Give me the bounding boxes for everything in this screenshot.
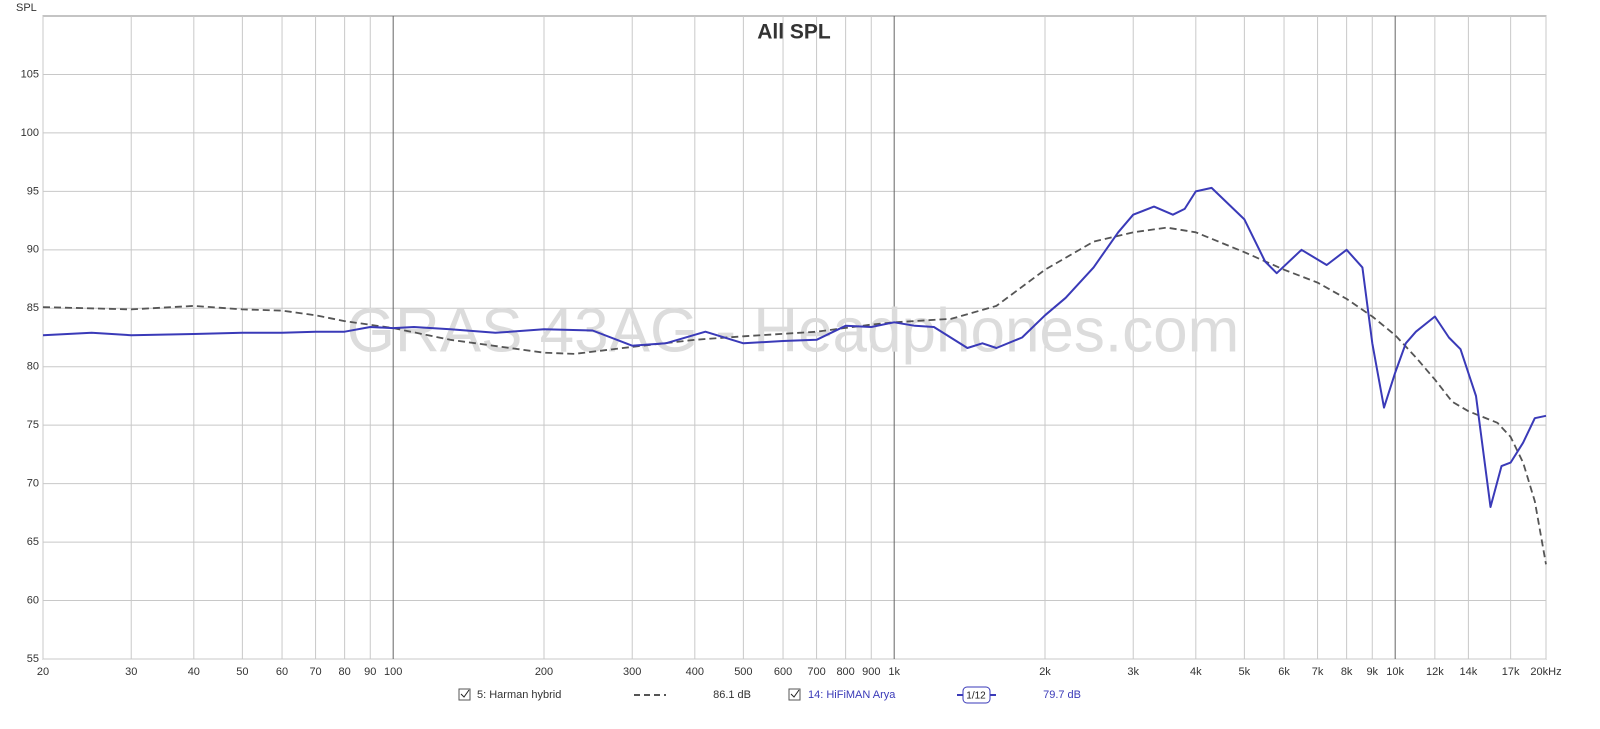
x-tick-label: 200 — [535, 666, 553, 678]
x-tick-label: 600 — [774, 666, 792, 678]
plot-frame — [42, 15, 1547, 660]
x-tick-label: 300 — [623, 666, 641, 678]
smoothing-box — [962, 686, 991, 704]
x-tick-label: 1k — [888, 666, 900, 678]
x-tick-label: 700 — [807, 666, 825, 678]
x-tick-label: 4k — [1190, 666, 1202, 678]
y-tick-label: 85 — [27, 302, 39, 314]
x-tick-label: 70 — [309, 666, 321, 678]
legend-label: 5: Harman hybrid — [477, 689, 561, 701]
y-tick-label: 65 — [27, 536, 39, 548]
x-tick-label: 5k — [1239, 666, 1251, 678]
x-tick-label: 90 — [364, 666, 376, 678]
y-tick-label: 105 — [21, 68, 39, 80]
x-tick-label: 100 — [384, 666, 402, 678]
y-tick-label: 90 — [27, 244, 39, 256]
y-axis-label: SPL — [16, 2, 37, 14]
x-tick-label: 60 — [276, 666, 288, 678]
watermark: GRAS 43AG - Headphones.com — [347, 296, 1240, 365]
x-tick-label: 40 — [188, 666, 200, 678]
y-tick-label: 70 — [27, 478, 39, 490]
smoothing-label: 1/12 — [966, 691, 986, 702]
legend: 5: Harman hybrid 86.1 dB 14: HiFiMAN Ary… — [458, 686, 1081, 704]
x-tick-label: 9k — [1366, 666, 1378, 678]
x-tick-label: 80 — [339, 666, 351, 678]
x-tick-label: 2k — [1039, 666, 1051, 678]
y-tick-label: 95 — [27, 185, 39, 197]
y-tick-label: 75 — [27, 419, 39, 431]
data-line — [42, 186, 1547, 508]
x-tick-label: 3k — [1127, 666, 1139, 678]
legend-level: 79.7 dB — [1043, 689, 1081, 701]
checkbox[interactable] — [458, 688, 471, 701]
y-tick-label: 100 — [21, 127, 39, 139]
x-tick-label: 20kHz — [1530, 666, 1561, 678]
x-tick-label: 10k — [1386, 666, 1404, 678]
x-tick-label: 50 — [236, 666, 248, 678]
check — [460, 689, 470, 698]
x-tick-label: 12k — [1426, 666, 1444, 678]
y-tick-label: 80 — [27, 361, 39, 373]
x-tick-label: 20 — [37, 666, 49, 678]
checkbox[interactable] — [788, 688, 801, 701]
x-tick-label: 30 — [125, 666, 137, 678]
x-tick-label: 17k — [1502, 666, 1520, 678]
legend-level: 86.1 dB — [713, 689, 751, 701]
x-tick-label: 6k — [1278, 666, 1290, 678]
x-tick-label: 500 — [734, 666, 752, 678]
check — [790, 689, 800, 698]
y-tick-label: 55 — [27, 653, 39, 665]
legend-label: 14: HiFiMAN Arya — [808, 689, 896, 701]
x-tick-label: 7k — [1312, 666, 1324, 678]
x-tick-label: 900 — [862, 666, 880, 678]
x-tick-label: 8k — [1341, 666, 1353, 678]
data-line — [42, 226, 1547, 565]
x-tick-label: 400 — [686, 666, 704, 678]
x-tick-label: 800 — [836, 666, 854, 678]
y-tick-label: 60 — [27, 594, 39, 606]
x-tick-label: 14k — [1460, 666, 1478, 678]
chart-title: All SPL — [757, 21, 831, 44]
